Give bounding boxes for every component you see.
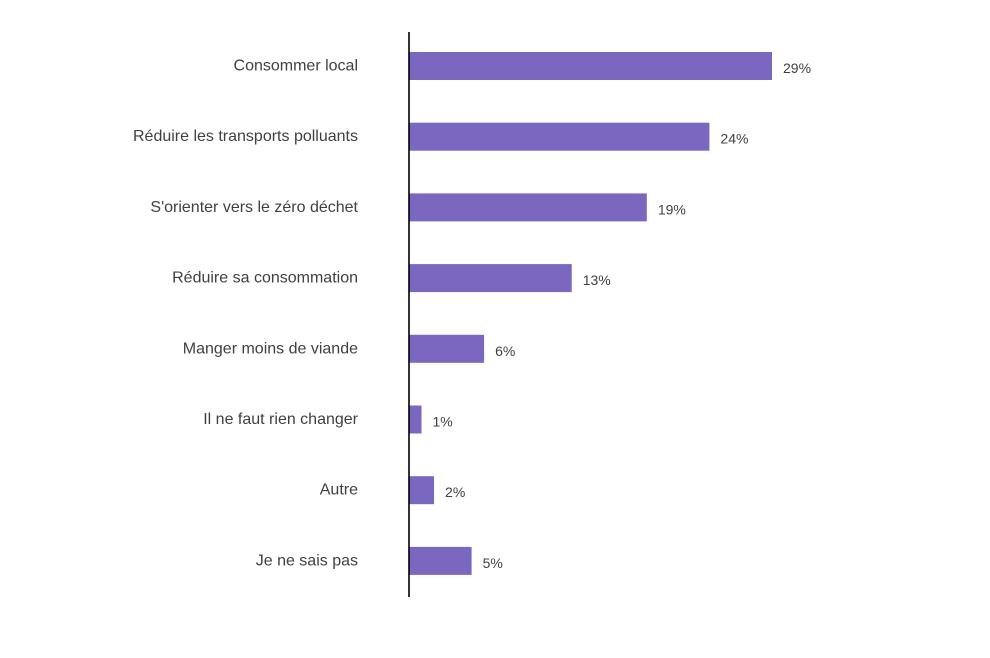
category-label-s-orienter-vers-le-zero-dechet: S'orienter vers le zéro déchet bbox=[150, 199, 358, 216]
value-label-manger-moins-de-viande: 6% bbox=[495, 343, 515, 359]
bar-manger-moins-de-viande bbox=[409, 334, 485, 363]
bars-layer bbox=[409, 52, 772, 575]
bar-reduire-sa-consommation bbox=[409, 264, 572, 293]
bar-reduire-les-transports-polluants bbox=[409, 122, 710, 151]
category-label-manger-moins-de-viande: Manger moins de viande bbox=[183, 340, 358, 357]
value-label-reduire-sa-consommation: 13% bbox=[583, 272, 611, 288]
category-label-consommer-local: Consommer local bbox=[234, 58, 358, 75]
bar-autre bbox=[409, 476, 435, 505]
value-label-s-orienter-vers-le-zero-dechet: 19% bbox=[658, 201, 686, 217]
category-label-autre: Autre bbox=[320, 482, 358, 499]
category-label-reduire-les-transports-polluants: Réduire les transports polluants bbox=[133, 128, 358, 145]
value-label-consommer-local: 29% bbox=[783, 60, 811, 76]
labels-layer: Consommer local 29% Réduire les transports… bbox=[133, 58, 811, 571]
bar-je-ne-sais-pas bbox=[409, 546, 472, 575]
bar-consommer-local bbox=[409, 52, 772, 80]
value-label-je-ne-sais-pas: 5% bbox=[483, 555, 503, 571]
value-label-autre: 2% bbox=[445, 484, 465, 500]
bar-s-orienter-vers-le-zero-dechet bbox=[409, 193, 647, 222]
category-label-je-ne-sais-pas: Je ne sais pas bbox=[256, 552, 358, 569]
bar-il-ne-faut-rien-changer bbox=[409, 405, 422, 434]
value-label-il-ne-faut-rien-changer: 1% bbox=[433, 414, 453, 430]
category-label-reduire-sa-consommation: Réduire sa consommation bbox=[172, 270, 358, 287]
category-label-il-ne-faut-rien-changer: Il ne faut rien changer bbox=[203, 411, 358, 428]
value-label-reduire-les-transports-polluants: 24% bbox=[720, 131, 748, 147]
